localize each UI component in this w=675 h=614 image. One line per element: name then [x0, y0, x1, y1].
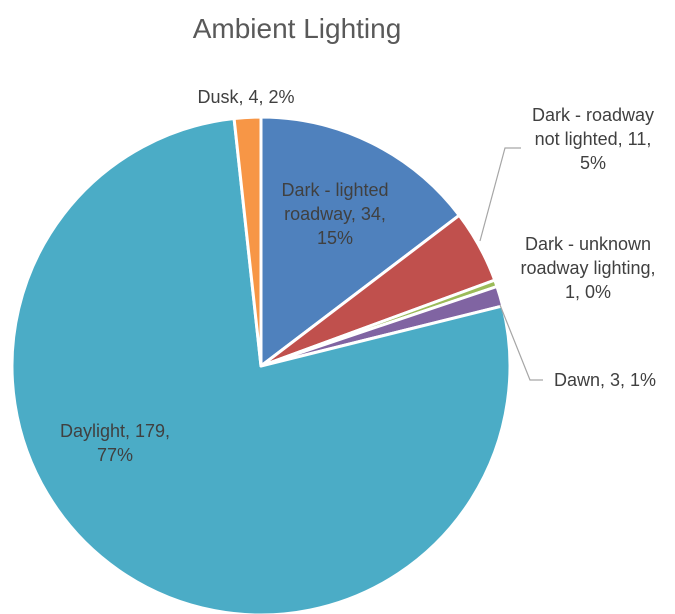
data-label-line: Dark - roadway: [532, 105, 654, 125]
data-label-line: Dark - unknown: [525, 234, 651, 254]
data-label-line: not lighted, 11,: [535, 129, 652, 149]
data-label-dawn: Dawn, 3, 1%: [554, 370, 656, 390]
leader-line-dark-roadway-not-lighted: [479, 147, 521, 242]
data-label-line: 77%: [97, 445, 133, 465]
leader-line-dawn: [499, 304, 543, 381]
data-label-line: 1, 0%: [565, 282, 611, 302]
pie-slices: [10, 115, 512, 614]
pie-slice-dark-lighted-roadway: [259, 115, 461, 368]
data-label-dusk: Dusk, 4, 2%: [197, 87, 294, 107]
data-label-line: Dawn, 3, 1%: [554, 370, 656, 390]
data-label-line: 5%: [580, 153, 606, 173]
chart-title: Ambient Lighting: [193, 13, 402, 44]
pie-slice-dusk: [232, 115, 263, 368]
data-label-dark-lighted-roadway: Dark - lighted roadway, 34, 15%: [281, 180, 388, 248]
data-label-line: Daylight, 179,: [60, 421, 170, 441]
data-label-line: roadway lighting,: [520, 258, 655, 278]
data-label-daylight: Daylight, 179, 77%: [60, 421, 170, 465]
data-label-dark-unknown-roadway-lighting: Dark - unknown roadway lighting, 1, 0%: [520, 234, 655, 302]
data-labels: Dark - lighted roadway, 34, 15% Dark - road…: [60, 87, 656, 465]
data-label-line: Dusk, 4, 2%: [197, 87, 294, 107]
data-label-line: Dark - lighted: [281, 180, 388, 200]
data-label-dark-roadway-not-lighted: Dark - roadway not lighted, 11, 5%: [532, 105, 654, 173]
data-label-line: roadway, 34,: [284, 204, 386, 224]
data-label-line: 15%: [317, 228, 353, 248]
leader-lines: [479, 147, 543, 381]
